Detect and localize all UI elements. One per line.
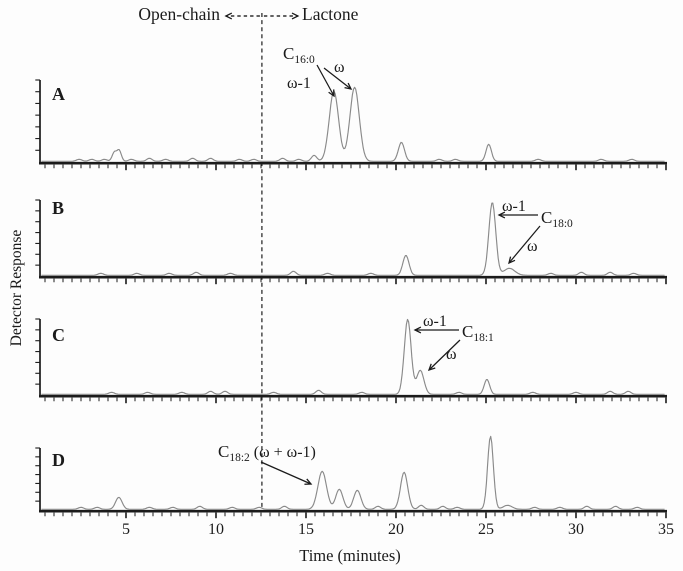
annotation-label: ω xyxy=(527,238,538,255)
panel-letter-C: C xyxy=(52,325,65,345)
annotation-label: ω-1 xyxy=(502,198,526,215)
annotation-label: ω xyxy=(334,59,345,76)
region-label-lactone: Lactone xyxy=(302,4,359,24)
annotation-arrow xyxy=(323,67,353,90)
annotation-arrow xyxy=(260,461,313,485)
x-tick-label: 10 xyxy=(208,521,224,538)
chromatogram-trace-A xyxy=(41,86,665,162)
x-tick-label: 30 xyxy=(568,521,584,538)
panel-letter-B: B xyxy=(52,198,64,218)
annotation-arrow xyxy=(508,225,541,265)
annotation-arrow xyxy=(427,339,461,372)
chromatogram-trace-D xyxy=(41,435,665,510)
region-divider xyxy=(224,12,300,509)
compound-label: C18:2 (ω + ω-1) xyxy=(218,442,316,464)
annotation-label: ω-1 xyxy=(423,313,447,330)
x-tick-label: 25 xyxy=(478,521,494,538)
x-axis-title: Time (minutes) xyxy=(299,546,401,565)
panel-A: A C16:0 ω ω-1 xyxy=(35,44,667,171)
panel-letter-A: A xyxy=(52,84,65,104)
panel-C: Cω-1 C18:1 ω xyxy=(35,313,667,404)
region-label-open-chain: Open-chain xyxy=(138,4,220,24)
x-tick-label: 35 xyxy=(658,521,674,538)
compound-label: C18:0 xyxy=(541,208,573,230)
x-tick-label: 5 xyxy=(122,521,130,538)
annotation-arrow xyxy=(316,64,335,98)
chromatogram-trace-B xyxy=(41,202,665,276)
panel-D: D C18:2 (ω + ω-1) xyxy=(35,435,667,519)
x-tick-label: 15 xyxy=(298,521,314,538)
annotation-label: ω-1 xyxy=(287,75,311,92)
chromatogram-trace-C xyxy=(41,318,665,395)
annotation-label: ω xyxy=(446,346,457,363)
compound-label: C18:1 xyxy=(462,322,494,344)
panel-letter-D: D xyxy=(52,450,65,470)
x-tick-label: 20 xyxy=(388,521,404,538)
compound-label: C16:0 xyxy=(283,44,315,66)
